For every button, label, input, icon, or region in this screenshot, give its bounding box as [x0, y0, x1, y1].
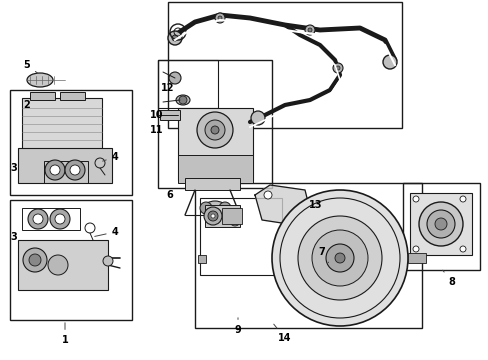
Circle shape	[48, 255, 68, 275]
Bar	[10, 200, 132, 320]
Text: 7: 7	[318, 247, 328, 263]
Text: 14: 14	[273, 324, 291, 343]
Bar	[195, 183, 421, 328]
Bar	[222, 208, 242, 224]
Text: 2: 2	[23, 100, 30, 110]
Ellipse shape	[203, 201, 225, 215]
Circle shape	[70, 165, 80, 175]
Circle shape	[305, 25, 314, 35]
Circle shape	[179, 96, 186, 104]
Circle shape	[23, 248, 47, 272]
Bar	[44, 161, 88, 183]
Circle shape	[293, 214, 302, 222]
Circle shape	[210, 126, 219, 134]
Bar	[30, 92, 55, 100]
Text: 9: 9	[234, 318, 241, 335]
Circle shape	[219, 202, 230, 214]
Text: 11: 11	[150, 125, 163, 135]
Bar	[402, 183, 479, 270]
Circle shape	[271, 190, 407, 326]
Ellipse shape	[176, 95, 190, 105]
Circle shape	[65, 160, 85, 180]
Bar	[204, 205, 240, 227]
Circle shape	[204, 120, 224, 140]
Bar	[178, 108, 252, 180]
Circle shape	[45, 160, 65, 180]
Circle shape	[459, 196, 465, 202]
Circle shape	[172, 35, 178, 41]
Bar	[22, 208, 80, 230]
Bar	[18, 148, 112, 183]
Circle shape	[412, 196, 418, 202]
Circle shape	[412, 246, 418, 252]
Circle shape	[28, 209, 48, 229]
Bar	[158, 60, 218, 108]
Text: 13: 13	[308, 200, 322, 210]
Circle shape	[307, 28, 311, 32]
Circle shape	[459, 246, 465, 252]
Circle shape	[33, 214, 43, 224]
Circle shape	[29, 254, 41, 266]
Bar	[60, 92, 85, 100]
Circle shape	[382, 55, 396, 69]
Circle shape	[169, 72, 181, 84]
Text: 12: 12	[161, 83, 174, 93]
Bar	[158, 60, 271, 188]
Circle shape	[55, 214, 65, 224]
Bar	[409, 193, 471, 255]
Bar	[22, 98, 102, 150]
Circle shape	[197, 112, 232, 148]
Text: 8: 8	[442, 270, 454, 287]
Circle shape	[207, 211, 218, 221]
Circle shape	[103, 256, 113, 266]
Circle shape	[325, 244, 353, 272]
Circle shape	[218, 16, 222, 20]
Circle shape	[215, 13, 224, 23]
Bar	[178, 155, 252, 183]
Text: 5: 5	[23, 60, 38, 73]
Circle shape	[50, 165, 60, 175]
Circle shape	[50, 209, 70, 229]
Circle shape	[264, 191, 271, 199]
Bar	[168, 2, 401, 128]
Circle shape	[250, 111, 264, 125]
Circle shape	[434, 218, 446, 230]
Bar	[18, 240, 108, 290]
Bar	[10, 90, 132, 195]
Circle shape	[335, 66, 339, 70]
Text: 4: 4	[95, 227, 118, 237]
Text: 1: 1	[61, 323, 68, 345]
Circle shape	[418, 202, 462, 246]
Ellipse shape	[27, 73, 53, 87]
Bar	[184, 178, 240, 190]
Circle shape	[210, 214, 215, 218]
Text: 6: 6	[166, 190, 173, 200]
Circle shape	[203, 207, 222, 225]
Text: 3: 3	[11, 163, 18, 173]
Polygon shape	[254, 185, 309, 225]
Text: 3: 3	[11, 232, 18, 242]
Text: 4: 4	[102, 152, 118, 162]
Bar	[198, 255, 205, 263]
Circle shape	[297, 216, 381, 300]
Circle shape	[229, 216, 240, 226]
Circle shape	[200, 202, 212, 214]
Circle shape	[311, 230, 367, 286]
Bar	[407, 253, 425, 263]
Text: 10: 10	[150, 110, 163, 120]
Circle shape	[426, 210, 454, 238]
Circle shape	[168, 31, 182, 45]
Bar	[160, 110, 180, 120]
Circle shape	[334, 253, 345, 263]
Circle shape	[332, 63, 342, 73]
Bar	[200, 198, 282, 275]
